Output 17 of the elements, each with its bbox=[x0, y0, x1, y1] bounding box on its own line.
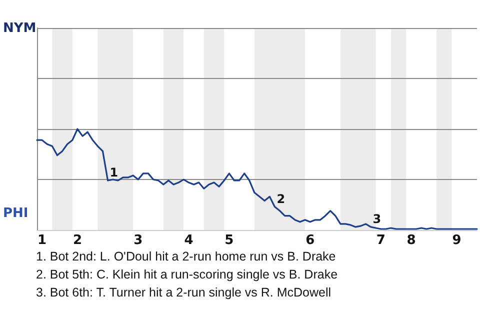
x-tick-label: 6 bbox=[306, 233, 315, 248]
text: 2. Bot 5th: C. Klein hit a run-scoring single vs B. Drake bbox=[36, 268, 338, 282]
x-tick-label: 9 bbox=[452, 233, 462, 248]
x-tick-label: 8 bbox=[406, 233, 416, 248]
text: 3. Bot 6th: T. Turner hit a 2-run single vs R. McDowell bbox=[36, 286, 332, 300]
x-tick-label: 4 bbox=[184, 233, 194, 248]
text: 1. Bot 2nd: L. O'Doul hit a 2-run home run vs B. Drake bbox=[36, 250, 336, 264]
x-tick-label: 7 bbox=[376, 233, 386, 248]
x-tick-label: 1 bbox=[38, 233, 47, 248]
text: NYM bbox=[3, 21, 36, 36]
x-tick-label: 3 bbox=[134, 233, 143, 248]
annotation: 2 bbox=[276, 192, 286, 206]
x-tick-label: 2 bbox=[72, 233, 82, 248]
x-tick-label: 5 bbox=[224, 233, 234, 248]
annotation: 3 bbox=[372, 212, 382, 226]
annotation: 1 bbox=[110, 166, 118, 180]
text: PHI bbox=[3, 206, 28, 221]
